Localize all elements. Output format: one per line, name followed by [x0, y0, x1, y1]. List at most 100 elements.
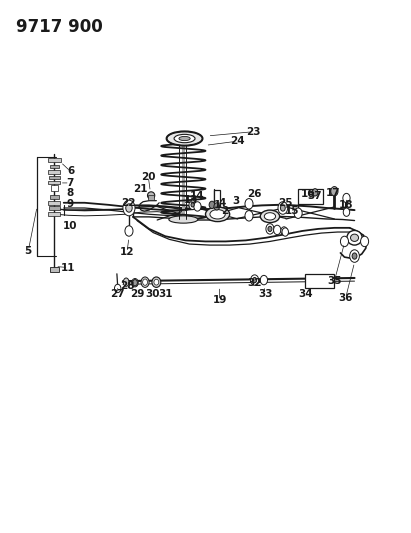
Ellipse shape: [154, 279, 159, 285]
Circle shape: [352, 253, 357, 259]
Circle shape: [266, 224, 274, 234]
Circle shape: [126, 204, 132, 212]
Text: 6: 6: [67, 166, 74, 176]
Text: 26: 26: [247, 189, 262, 199]
Text: 29: 29: [130, 289, 144, 298]
Text: 18: 18: [338, 200, 353, 210]
Text: 30: 30: [145, 289, 159, 298]
Bar: [50, 196, 59, 199]
Bar: [49, 175, 60, 179]
Bar: [148, 196, 154, 200]
Ellipse shape: [169, 216, 198, 223]
Circle shape: [133, 280, 137, 286]
Bar: [49, 206, 60, 210]
Circle shape: [194, 201, 201, 211]
Circle shape: [343, 193, 350, 203]
Circle shape: [350, 250, 359, 262]
Text: 21: 21: [133, 184, 148, 194]
Circle shape: [282, 228, 289, 236]
Text: 8: 8: [66, 188, 74, 198]
Text: 24: 24: [231, 136, 245, 146]
Ellipse shape: [166, 131, 203, 146]
Text: 2: 2: [221, 206, 229, 216]
Ellipse shape: [264, 213, 276, 220]
Text: 13: 13: [184, 195, 199, 205]
Ellipse shape: [152, 277, 161, 287]
Text: 31: 31: [159, 289, 173, 298]
Text: 12: 12: [120, 247, 134, 257]
Text: 28: 28: [120, 281, 134, 292]
Circle shape: [278, 201, 288, 214]
Circle shape: [294, 208, 302, 219]
Circle shape: [343, 208, 350, 216]
Circle shape: [274, 225, 281, 235]
Circle shape: [245, 211, 253, 221]
Text: 16: 16: [301, 189, 316, 199]
Text: 23: 23: [246, 127, 260, 137]
Ellipse shape: [206, 207, 230, 222]
Circle shape: [331, 187, 338, 196]
Circle shape: [245, 199, 253, 209]
Text: 20: 20: [141, 172, 155, 182]
Text: 3: 3: [232, 196, 239, 206]
Text: 15: 15: [285, 206, 299, 216]
Ellipse shape: [132, 279, 138, 287]
Bar: [214, 190, 220, 206]
Text: 9717 900: 9717 900: [16, 19, 103, 36]
Text: 9: 9: [66, 199, 73, 209]
Circle shape: [123, 200, 135, 216]
Circle shape: [191, 203, 194, 207]
Circle shape: [125, 226, 133, 236]
Circle shape: [280, 205, 285, 211]
Text: 7: 7: [66, 178, 74, 188]
Text: 1: 1: [214, 200, 221, 211]
Circle shape: [260, 276, 268, 285]
Ellipse shape: [210, 209, 225, 219]
Bar: [51, 185, 58, 191]
Ellipse shape: [174, 134, 195, 143]
Text: 35: 35: [327, 276, 342, 286]
Circle shape: [189, 200, 196, 209]
Ellipse shape: [179, 136, 190, 141]
Circle shape: [360, 236, 369, 247]
Circle shape: [340, 236, 349, 247]
Text: 27: 27: [111, 289, 125, 298]
Ellipse shape: [141, 277, 149, 287]
Text: 17: 17: [326, 188, 341, 198]
Text: 10: 10: [62, 221, 77, 231]
Circle shape: [214, 203, 219, 210]
Ellipse shape: [148, 192, 155, 199]
Bar: [50, 266, 59, 272]
Ellipse shape: [351, 234, 358, 241]
Circle shape: [253, 278, 256, 282]
Text: 33: 33: [258, 289, 272, 298]
Bar: [305, 274, 334, 288]
Text: 14: 14: [190, 191, 205, 201]
Bar: [298, 189, 323, 204]
Text: 11: 11: [61, 263, 76, 272]
Text: 37: 37: [308, 191, 322, 201]
Text: 32: 32: [247, 278, 262, 288]
Circle shape: [268, 227, 272, 231]
Text: 34: 34: [298, 289, 313, 298]
Text: 19: 19: [212, 295, 227, 305]
Circle shape: [209, 201, 215, 208]
Text: 5: 5: [25, 246, 32, 256]
Ellipse shape: [347, 230, 362, 245]
Bar: [48, 201, 60, 205]
Bar: [50, 165, 59, 168]
Text: 25: 25: [278, 198, 293, 208]
Bar: [48, 212, 60, 216]
Ellipse shape: [260, 210, 279, 223]
Circle shape: [312, 189, 318, 196]
Bar: [48, 170, 60, 174]
Ellipse shape: [123, 278, 129, 286]
Ellipse shape: [143, 279, 148, 285]
Bar: [48, 158, 61, 162]
Text: 4: 4: [219, 198, 226, 208]
Text: 36: 36: [338, 293, 353, 303]
Circle shape: [281, 227, 287, 235]
Text: 22: 22: [121, 198, 135, 208]
Circle shape: [251, 275, 259, 285]
Bar: [48, 181, 60, 184]
